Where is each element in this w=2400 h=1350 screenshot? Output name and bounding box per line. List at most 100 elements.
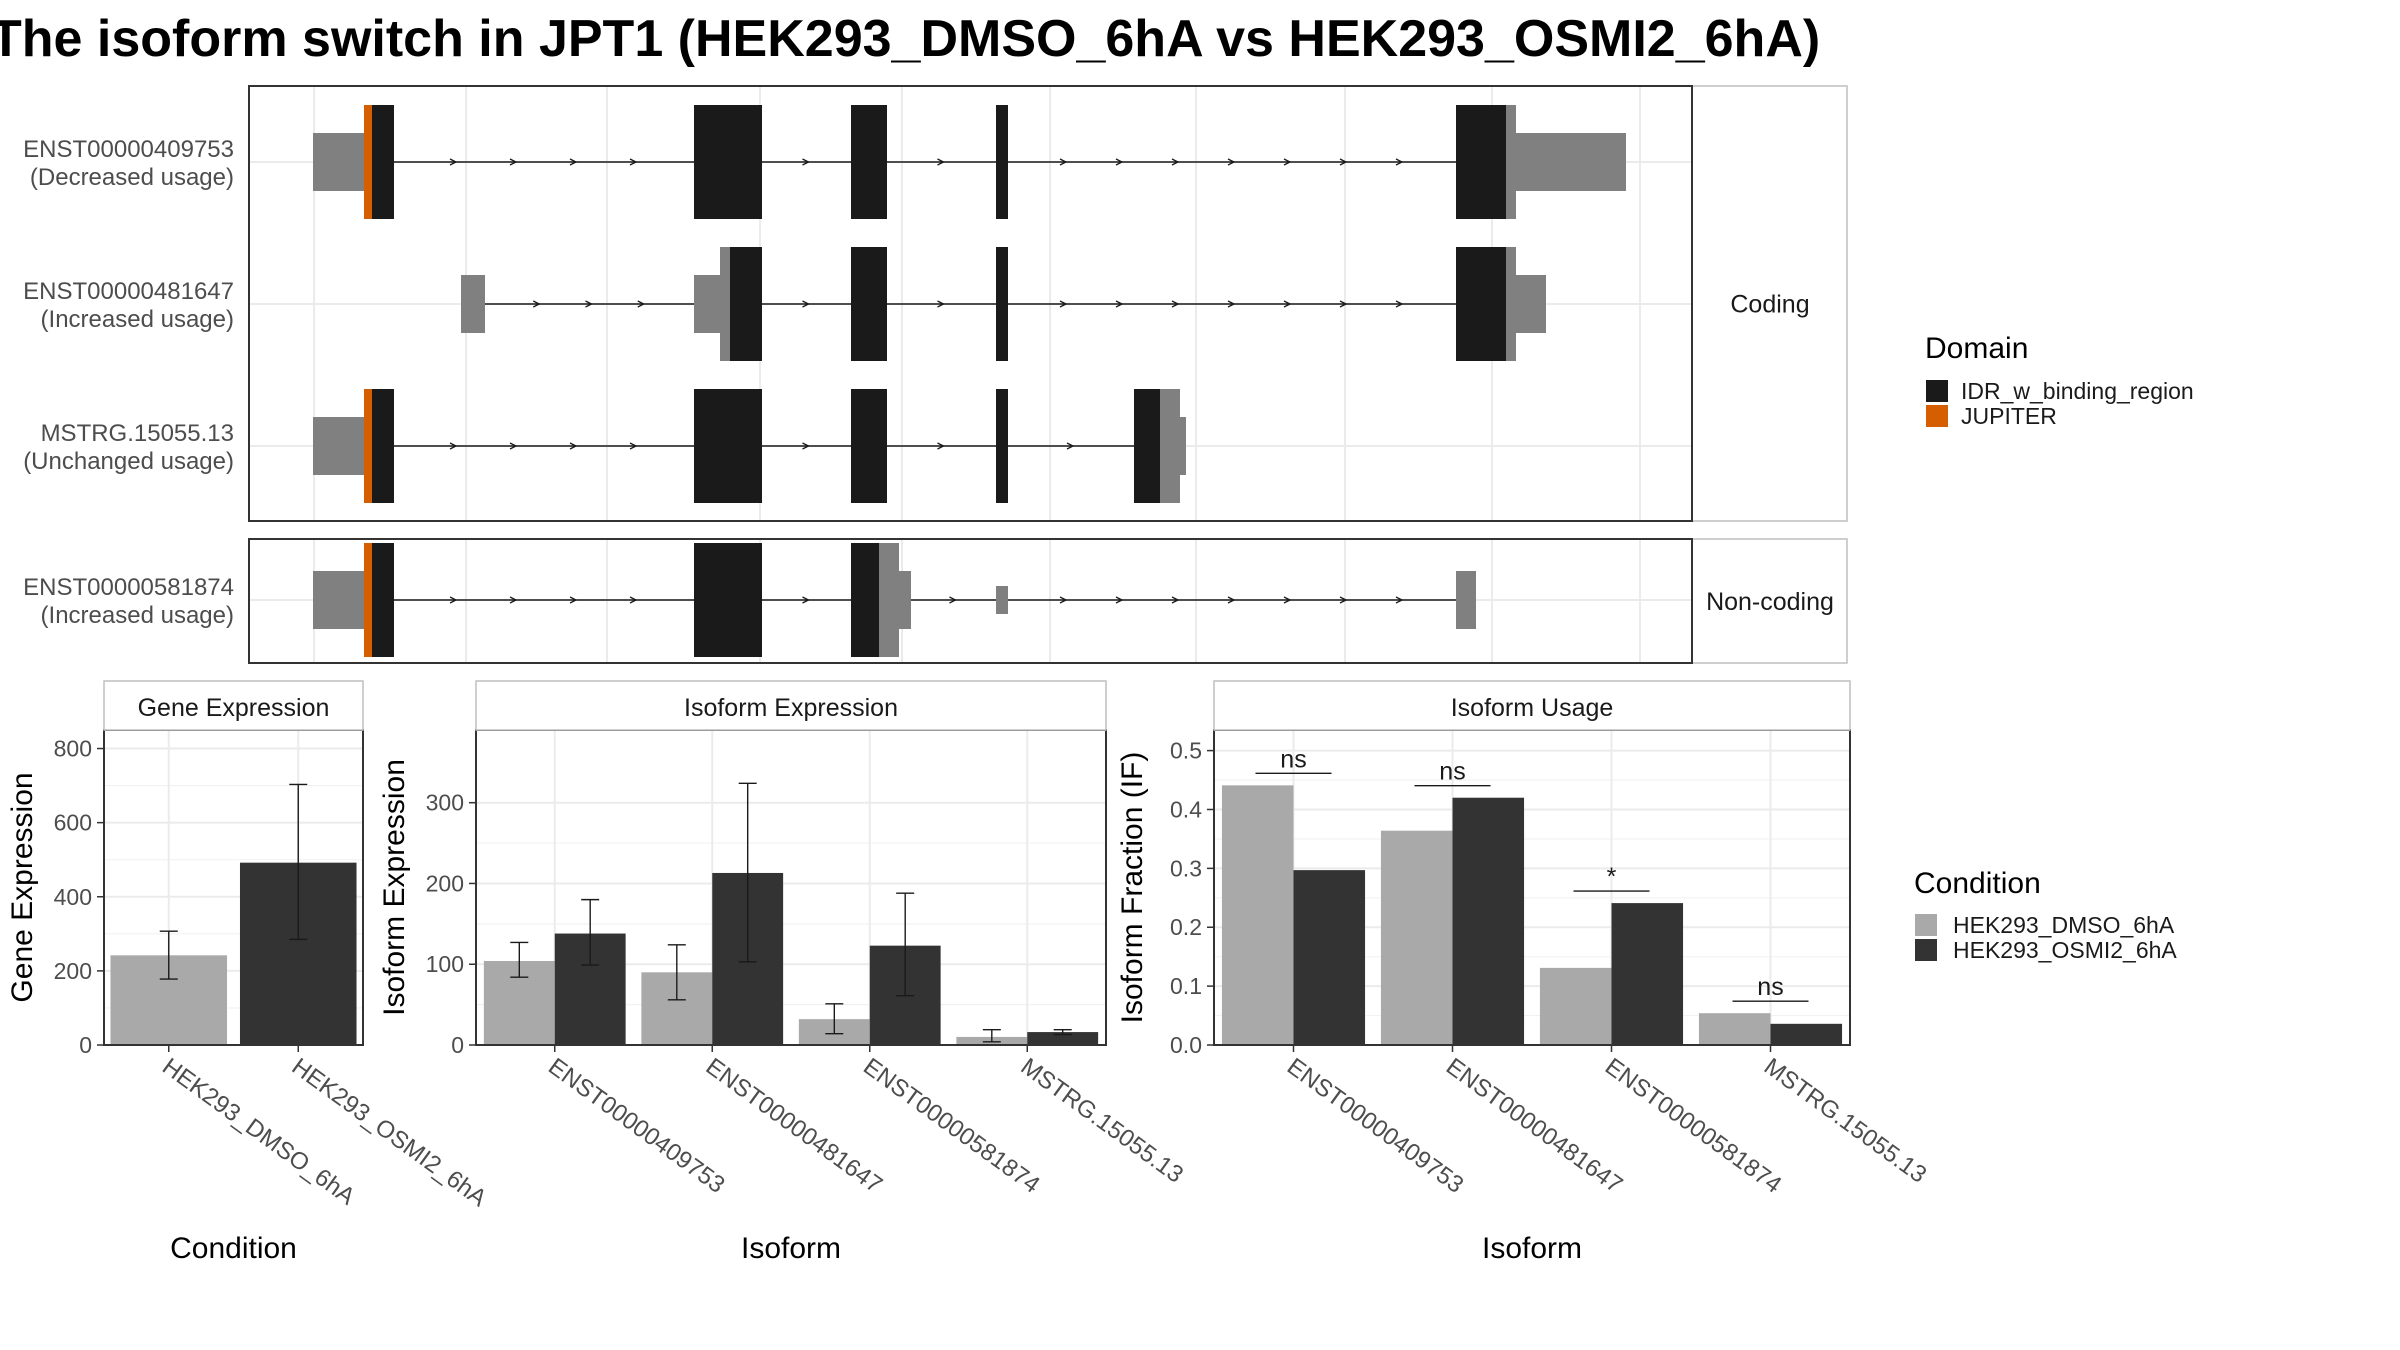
y-tick-label: 0.2 xyxy=(1170,914,1202,940)
y-tick-label: 200 xyxy=(426,870,464,896)
x-tick-label: ENST00000481647 xyxy=(1441,1053,1627,1199)
utr-exon xyxy=(1506,105,1516,219)
strand-arrow xyxy=(1339,596,1348,604)
legend-key xyxy=(1926,405,1948,427)
legend-title: Domain xyxy=(1925,332,2028,365)
bar xyxy=(1611,903,1684,1045)
bar-panel: Gene Expression 0 200 400 600 800 Gene Express… xyxy=(6,680,491,1265)
strand-arrow xyxy=(585,300,593,308)
strand-arrow xyxy=(629,442,638,450)
idr-domain-exon xyxy=(851,389,887,503)
strand-arrow xyxy=(1395,596,1404,604)
x-tick-label: MSTRG.15055.13 xyxy=(1016,1053,1188,1189)
x-axis-title: Condition xyxy=(170,1232,297,1265)
bar xyxy=(1539,967,1612,1045)
strand-arrow xyxy=(509,442,518,450)
strand-arrow xyxy=(1059,596,1068,604)
expression-panels: Gene Expression 0 200 400 600 800 Gene Express… xyxy=(6,680,1931,1265)
strand-arrow xyxy=(449,442,458,450)
transcript-usage-label: (Increased usage) xyxy=(41,306,234,333)
strip-box xyxy=(475,680,1107,731)
strand-arrow xyxy=(1115,596,1124,604)
y-tick-label: 0.0 xyxy=(1170,1032,1202,1058)
idr-domain-exon xyxy=(372,543,394,657)
strand-arrow xyxy=(1115,300,1124,308)
bar xyxy=(1293,870,1366,1045)
strand-arrow xyxy=(1395,300,1404,308)
bar xyxy=(1452,797,1525,1045)
strand-arrow xyxy=(637,300,646,308)
utr-exon xyxy=(694,275,724,333)
transcript-id-label: MSTRG.15055.13 xyxy=(41,420,234,447)
strand-arrow xyxy=(802,442,810,450)
facet-label: Coding xyxy=(1730,291,1809,319)
legend-label: JUPITER xyxy=(1961,403,2057,429)
y-tick-label: 300 xyxy=(426,790,464,816)
utr-exon xyxy=(1180,417,1186,475)
idr-domain-exon xyxy=(1456,247,1506,361)
idr-domain-exon xyxy=(730,247,762,361)
strand-arrow xyxy=(802,596,810,604)
transcript-row xyxy=(461,247,1546,361)
strand-arrow xyxy=(1227,158,1236,166)
transcript-row xyxy=(313,105,1626,219)
utr-exon xyxy=(1506,247,1516,361)
strand-arrow xyxy=(1283,300,1292,308)
strip-label: Isoform Expression xyxy=(684,694,898,722)
idr-domain-exon xyxy=(694,389,762,503)
strand-arrow xyxy=(509,596,518,604)
facet-strip xyxy=(1691,538,1848,664)
strand-arrow xyxy=(1171,596,1180,604)
strand-arrow xyxy=(1059,158,1068,166)
strand-arrow xyxy=(629,158,638,166)
jupiter-domain xyxy=(364,105,372,219)
transcript-usage-label: (Unchanged usage) xyxy=(23,448,234,475)
bar xyxy=(1027,1032,1099,1045)
y-axis-title: Gene Expression xyxy=(6,772,39,1002)
utr-exon xyxy=(899,571,911,629)
significance-label: ns xyxy=(1280,745,1306,773)
strand-arrow xyxy=(1059,300,1068,308)
idr-domain-exon xyxy=(694,543,762,657)
transcript-usage-label: (Increased usage) xyxy=(41,602,234,629)
facet-border xyxy=(248,538,1693,664)
idr-domain-exon xyxy=(996,247,1008,361)
bar xyxy=(1380,830,1453,1045)
bar xyxy=(1698,1013,1771,1045)
strand-arrow xyxy=(569,158,578,166)
strand-arrow xyxy=(937,158,945,166)
strand-arrow xyxy=(1227,596,1236,604)
strand-arrow xyxy=(1283,158,1292,166)
y-tick-label: 0.5 xyxy=(1170,738,1202,764)
strand-arrow xyxy=(1339,300,1348,308)
y-tick-label: 400 xyxy=(54,884,92,910)
strand-arrow xyxy=(1066,442,1075,450)
y-axis-title: Isoform Fraction (IF) xyxy=(1116,752,1149,1024)
strand-arrow xyxy=(1171,300,1180,308)
x-tick-label: MSTRG.15055.13 xyxy=(1759,1053,1931,1189)
y-tick-label: 100 xyxy=(426,951,464,977)
y-tick-label: 0.3 xyxy=(1170,855,1202,881)
strand-arrow xyxy=(802,300,810,308)
bar-panel: Isoform Expression 0 100 200 300 Isoform Expr… xyxy=(378,680,1188,1265)
legend-title: Condition xyxy=(1914,867,2041,900)
significance-label: * xyxy=(1607,863,1617,891)
idr-domain-exon xyxy=(996,389,1008,503)
strand-arrow xyxy=(532,300,541,308)
jupiter-domain xyxy=(364,389,372,503)
strand-arrow xyxy=(569,442,578,450)
utr-exon xyxy=(996,586,1008,614)
strip-label: Isoform Usage xyxy=(1451,694,1614,722)
utr-exon xyxy=(313,133,365,191)
figure-title: The isoform switch in JPT1 (HEK293_DMSO_… xyxy=(0,10,1820,68)
y-tick-label: 800 xyxy=(54,736,92,762)
isoform-structure-panel: Coding Non-coding ENST00000409753(Decrease… xyxy=(23,85,1848,664)
legend-key xyxy=(1915,939,1937,961)
utr-exon xyxy=(1516,133,1626,191)
transcript-row xyxy=(313,543,1476,657)
strand-arrow xyxy=(1115,158,1124,166)
y-tick-label: 0.4 xyxy=(1170,796,1202,822)
